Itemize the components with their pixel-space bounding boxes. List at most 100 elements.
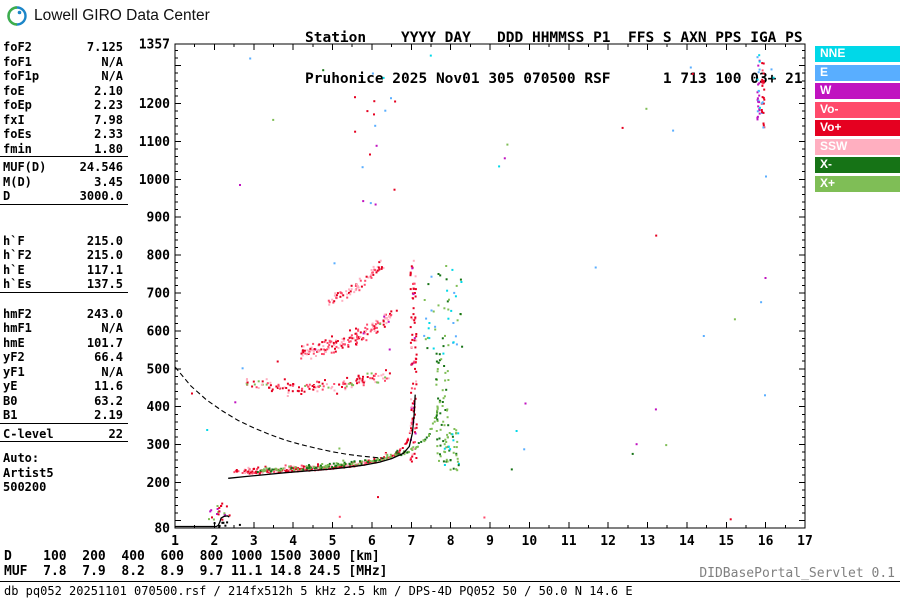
readout-label: h`F2 bbox=[3, 248, 32, 262]
echo-cluster-high-altitude-specks bbox=[354, 72, 397, 206]
line-artist-f-trace bbox=[228, 394, 416, 479]
readout-value: 3000.0 bbox=[79, 189, 123, 203]
echo-cluster-f1hop-x-trace bbox=[256, 399, 442, 473]
readout-ye: yE 11.6 bbox=[0, 379, 128, 394]
readout-label: hmF2 bbox=[3, 306, 32, 321]
readout-fof1p: foF1p N/A bbox=[0, 69, 128, 84]
readout-clevel: C-level 22 bbox=[0, 427, 128, 442]
legend-w: W bbox=[815, 83, 900, 99]
readout-mufd: MUF(D) 24.546 bbox=[0, 160, 128, 175]
y-tick-label: 600 bbox=[147, 324, 171, 339]
x-tick-label: 8 bbox=[447, 534, 455, 549]
y-tick-label: 900 bbox=[147, 211, 171, 226]
readout-value: 22 bbox=[108, 426, 123, 441]
readout-label: D bbox=[3, 189, 11, 203]
readout-group-muf: MUF(D) 24.546 M(D) 3.45 D 3000.0 bbox=[0, 160, 128, 205]
echo-cluster-background-noise bbox=[191, 54, 767, 521]
readout-label: fmin bbox=[3, 141, 32, 156]
readout-fmin: fmin 1.80 bbox=[0, 142, 128, 157]
echo-point bbox=[770, 68, 773, 71]
servlet-version: DIDBasePortal_Servlet 0.1 bbox=[699, 566, 895, 581]
line-muf-transmission-curve bbox=[174, 366, 384, 459]
readout-b0: B0 63.2 bbox=[0, 394, 128, 409]
x-tick-label: 12 bbox=[600, 534, 616, 549]
echo-point bbox=[691, 72, 694, 75]
readout-value: 117.1 bbox=[86, 262, 123, 277]
readout-artist5: Artist5 bbox=[0, 466, 128, 481]
y-tick-label: 200 bbox=[147, 476, 171, 491]
station-header-row2: Pruhonice 2025 Nov01 305 070500 RSF 1 71… bbox=[305, 70, 803, 87]
readout-value: 66.4 bbox=[94, 350, 123, 364]
echo-cluster-second-hop-band bbox=[245, 369, 391, 397]
legend-x: X+ bbox=[815, 175, 900, 192]
readout-label: M(D) bbox=[3, 174, 32, 189]
y-tick-label: 1000 bbox=[139, 173, 170, 188]
brand: Lowell GIRO Data Center bbox=[6, 5, 210, 27]
status-bar: db pq052 20251101 070500.rsf / 214fx512h… bbox=[0, 581, 900, 598]
x-tick-label: 7 bbox=[407, 534, 415, 549]
readout-fof2: foF2 7.125 bbox=[0, 40, 128, 55]
readout-label: yE bbox=[3, 379, 18, 393]
readout-value: 2.23 bbox=[94, 98, 123, 112]
readout-group-profile: hmF2 243.0 hmF1 N/A hmE 101.7 yF2 66.4 yF1 N/A yE 1… bbox=[0, 307, 128, 424]
readout-label: foF1 bbox=[3, 54, 32, 69]
y-tick-label: 800 bbox=[147, 249, 171, 264]
x-tick-label: 15 bbox=[718, 534, 734, 549]
plot-frame bbox=[174, 43, 806, 529]
readout-label: foEp bbox=[3, 98, 32, 112]
legend-vo: Vo- bbox=[815, 101, 900, 118]
legend-e: E bbox=[815, 64, 900, 81]
readout-value: 2.33 bbox=[94, 127, 123, 141]
x-tick-label: 11 bbox=[561, 534, 577, 549]
readout-value: 24.546 bbox=[79, 160, 123, 174]
readout-label: foEs bbox=[3, 127, 32, 141]
x-tick-label: 1 bbox=[171, 534, 179, 549]
station-header: Station YYYY DAY DDD HHMMSS P1 FFS S AXN… bbox=[305, 5, 803, 113]
readout-value: 2.10 bbox=[94, 83, 123, 98]
legend-vo: Vo+ bbox=[815, 120, 900, 136]
readout-label: foF1p bbox=[3, 69, 40, 83]
legend-nne: NNE bbox=[815, 46, 900, 62]
readout-hme: hmE 101.7 bbox=[0, 336, 128, 351]
readout-auto: Auto: bbox=[0, 451, 128, 466]
x-tick-label: 10 bbox=[522, 534, 538, 549]
readout-panel: foF2 7.125 foF1 N/A foF1p N/A foE 2.10 foEp 2.23 f… bbox=[0, 40, 128, 495]
readout-foe: foE 2.10 bbox=[0, 84, 128, 99]
readout-label: yF2 bbox=[3, 350, 25, 364]
echo-cluster-x-mode-upper-scatter bbox=[423, 265, 464, 355]
readout-hf2: h`F2 215.0 bbox=[0, 248, 128, 263]
readout-value: 137.5 bbox=[86, 277, 123, 291]
readout-label: h`E bbox=[3, 262, 25, 277]
readout-b1: B1 2.19 bbox=[0, 408, 128, 423]
brand-title: Lowell GIRO Data Center bbox=[34, 7, 210, 24]
readout-hf: h`F 215.0 bbox=[0, 234, 128, 249]
station-header-row1: Station YYYY DAY DDD HHMMSS P1 FFS S AXN… bbox=[305, 30, 803, 46]
echo-cluster-interference-158 bbox=[756, 54, 761, 121]
giro-logo-icon bbox=[7, 6, 27, 26]
readout-value: 1.80 bbox=[94, 141, 123, 156]
readout-label: 500200 bbox=[3, 480, 47, 494]
echo-cluster-interference-159 bbox=[760, 62, 766, 129]
muf-distance-table: D 100 200 400 600 800 1000 1500 3000 [km… bbox=[4, 549, 388, 579]
y-tick-label: 1200 bbox=[139, 97, 170, 112]
readout-label: Auto: bbox=[3, 451, 40, 465]
readout-value: 7.125 bbox=[86, 40, 123, 54]
readout-label: B0 bbox=[3, 393, 18, 408]
x-tick-label: 13 bbox=[640, 534, 656, 549]
readout-label: C-level bbox=[3, 426, 54, 441]
readout-label: h`F bbox=[3, 233, 25, 248]
x-tick-label: 2 bbox=[210, 534, 218, 549]
readout-value: 7.98 bbox=[94, 112, 123, 127]
readout-foes: foEs 2.33 bbox=[0, 127, 128, 142]
readout-d: D 3000.0 bbox=[0, 189, 128, 204]
y-tick-label: 300 bbox=[147, 438, 171, 453]
echo-cluster-bottom-dark-specks bbox=[213, 521, 241, 528]
readout-value: N/A bbox=[101, 69, 123, 83]
readout-yf1: yF1 N/A bbox=[0, 365, 128, 380]
readout-value: 11.6 bbox=[94, 379, 123, 393]
y-tick-label: 700 bbox=[147, 287, 171, 302]
readout-fxi: fxI 7.98 bbox=[0, 113, 128, 128]
echo-cluster-third-multiple-band bbox=[300, 310, 393, 360]
readout-value: 215.0 bbox=[86, 233, 123, 248]
